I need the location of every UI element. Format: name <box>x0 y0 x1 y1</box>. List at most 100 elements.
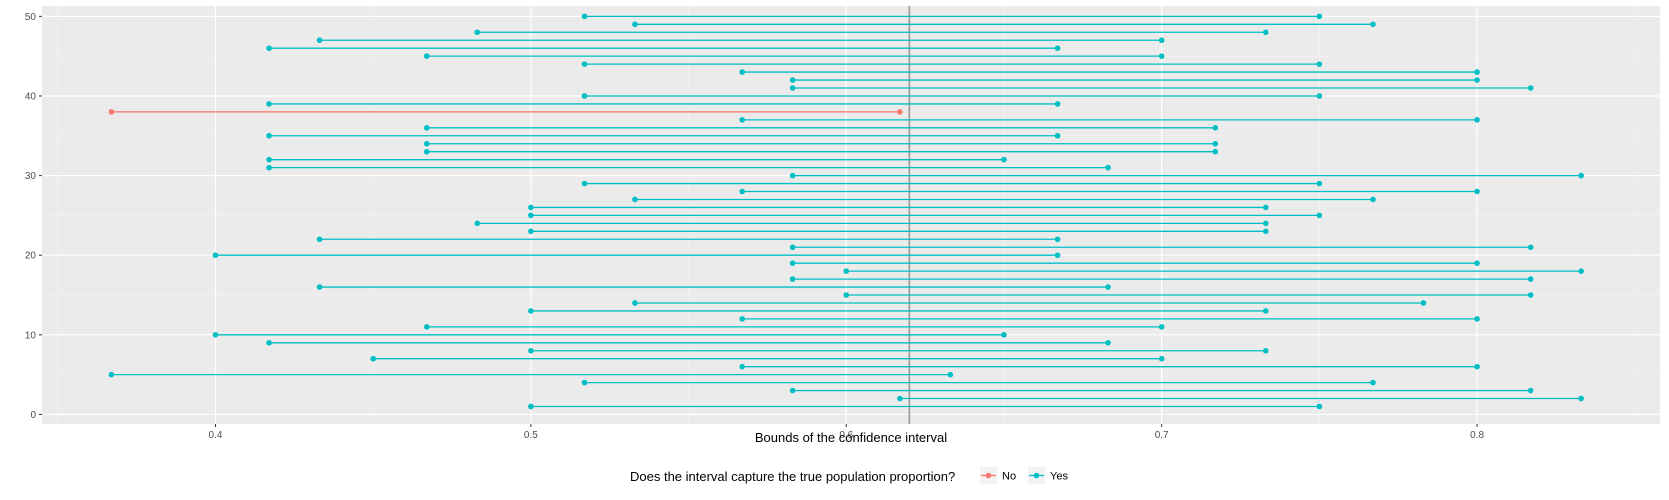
interval-43 <box>739 69 1480 75</box>
interval-lower-point <box>266 156 272 163</box>
interval-13 <box>528 308 1269 314</box>
interval-46 <box>266 45 1061 51</box>
legend-entries: No Yes <box>980 467 1068 484</box>
interval-lower-point <box>739 69 745 75</box>
interval-upper-point <box>1578 172 1584 179</box>
legend-title: Does the interval capture the true popul… <box>630 469 955 484</box>
interval-upper-point <box>1001 156 1007 163</box>
interval-45 <box>423 53 1165 59</box>
interval-upper-point <box>1158 324 1165 330</box>
interval-lower-point <box>789 85 796 91</box>
interval-lower-point <box>212 332 219 338</box>
interval-lower-point <box>474 29 481 36</box>
interval-33 <box>423 148 1219 155</box>
interval-3 <box>789 387 1534 394</box>
interval-lower-point <box>108 109 115 115</box>
interval-32 <box>266 156 1007 163</box>
interval-26 <box>528 204 1269 211</box>
interval-upper-point <box>1262 204 1269 211</box>
interval-upper-point <box>1054 236 1061 243</box>
interval-upper-point <box>1212 140 1219 147</box>
interval-21 <box>789 244 1534 251</box>
interval-upper-point <box>1527 387 1534 394</box>
interval-lower-point <box>474 220 481 227</box>
interval-24 <box>474 220 1269 227</box>
interval-lower-point <box>581 61 588 67</box>
interval-19 <box>789 260 1480 266</box>
interval-upper-point <box>1527 292 1534 298</box>
y-tick-label: 10 <box>25 330 37 341</box>
x-tick-label: 0.6 <box>839 430 853 441</box>
interval-27 <box>632 196 1376 203</box>
interval-lower-point <box>843 268 850 274</box>
interval-upper-point <box>1527 85 1534 91</box>
interval-9 <box>266 339 1111 346</box>
interval-lower-point <box>581 93 588 99</box>
interval-50 <box>581 13 1323 20</box>
interval-upper-point <box>1474 69 1480 75</box>
interval-lower-point <box>423 140 430 147</box>
interval-lower-point <box>528 204 534 211</box>
interval-12 <box>739 316 1480 322</box>
interval-upper-point <box>1105 339 1111 346</box>
interval-lower-point <box>632 196 638 203</box>
interval-upper-point <box>1474 316 1480 322</box>
x-tick-label: 0.5 <box>524 430 538 441</box>
interval-upper-point <box>1158 53 1165 59</box>
legend-key-point <box>1033 472 1040 479</box>
interval-upper-point <box>1262 308 1269 314</box>
interval-34 <box>423 140 1219 147</box>
interval-2 <box>897 395 1584 402</box>
interval-upper-point <box>1474 117 1480 123</box>
y-tick-label: 30 <box>25 171 37 182</box>
interval-lower-point <box>739 316 745 322</box>
interval-lower-point <box>266 164 272 171</box>
x-axis-title: Bounds of the confidence interval <box>755 430 947 445</box>
interval-upper-point <box>1054 101 1061 107</box>
interval-40 <box>581 93 1323 99</box>
interval-lower-point <box>789 244 796 251</box>
interval-37 <box>739 117 1480 123</box>
interval-lower-point <box>739 117 745 123</box>
interval-upper-point <box>1527 276 1534 282</box>
interval-series <box>108 13 1584 410</box>
interval-29 <box>581 180 1323 187</box>
interval-23 <box>528 228 1269 235</box>
interval-upper-point <box>1370 21 1376 28</box>
interval-15 <box>843 292 1534 298</box>
interval-11 <box>423 324 1165 330</box>
interval-upper-point <box>1316 93 1323 99</box>
interval-upper-point <box>1474 188 1480 195</box>
interval-lower-point <box>423 53 430 59</box>
interval-lower-point <box>632 21 638 28</box>
interval-upper-point <box>1370 379 1376 386</box>
interval-lower-point <box>108 371 115 378</box>
interval-41 <box>789 85 1534 91</box>
interval-lower-point <box>581 13 588 20</box>
interval-7 <box>370 355 1165 362</box>
interval-upper-point <box>1474 363 1480 370</box>
interval-lower-point <box>316 236 323 243</box>
legend-label: No <box>1002 471 1016 483</box>
interval-28 <box>739 188 1480 195</box>
interval-upper-point <box>1316 61 1323 67</box>
interval-14 <box>632 300 1427 306</box>
interval-upper-point <box>1054 45 1061 51</box>
y-tick-label: 40 <box>25 91 37 102</box>
interval-upper-point <box>1105 284 1111 290</box>
interval-lower-point <box>528 212 534 219</box>
interval-lower-point <box>789 172 796 179</box>
interval-lower-point <box>316 37 323 44</box>
interval-upper-point <box>1420 300 1427 306</box>
interval-1 <box>528 403 1323 410</box>
interval-16 <box>316 284 1111 290</box>
interval-lower-point <box>843 292 850 298</box>
interval-lower-point <box>739 363 745 370</box>
interval-upper-point <box>947 371 954 378</box>
interval-upper-point <box>897 109 903 115</box>
interval-25 <box>528 212 1323 219</box>
interval-upper-point <box>1001 332 1007 338</box>
interval-lower-point <box>789 77 796 83</box>
interval-lower-point <box>528 308 534 314</box>
